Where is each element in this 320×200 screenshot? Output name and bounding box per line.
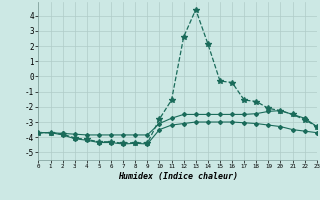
X-axis label: Humidex (Indice chaleur): Humidex (Indice chaleur)	[118, 172, 238, 181]
